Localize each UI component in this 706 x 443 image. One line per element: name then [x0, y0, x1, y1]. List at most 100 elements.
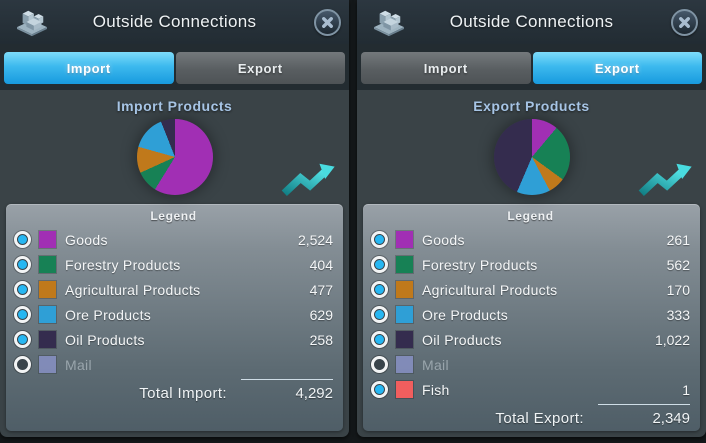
legend-panel: Legend Goods 261 Forestry Products 562 Agric…	[363, 204, 700, 431]
legend-color-swatch	[396, 331, 413, 348]
city-building-icon	[371, 7, 407, 37]
total-value: 2,349	[598, 404, 690, 427]
legend-toggle-radio[interactable]	[371, 231, 388, 248]
legend-row-label: Forestry Products	[422, 256, 538, 273]
legend-row-label: Agricultural Products	[65, 281, 201, 298]
legend-row-label: Oil Products	[422, 331, 502, 348]
titlebar[interactable]: Outside Connections	[357, 0, 706, 44]
legend-row-label: Oil Products	[65, 331, 145, 348]
legend-toggle-radio[interactable]	[371, 381, 388, 398]
total-row: Total Import: 4,292	[14, 379, 333, 402]
legend-row-label: Agricultural Products	[422, 281, 558, 298]
panel-content: Export Products Legend Goods 261 Forestry …	[357, 98, 706, 431]
legend-row-label: Mail	[65, 356, 92, 373]
tab-import[interactable]: Import	[361, 52, 531, 84]
tab-export[interactable]: Export	[532, 52, 702, 84]
legend-toggle-radio[interactable]	[14, 281, 31, 298]
legend-color-swatch	[396, 256, 413, 273]
legend-title: Legend	[507, 209, 554, 223]
legend-toggle-radio[interactable]	[371, 256, 388, 273]
legend-row: Forestry Products 404	[14, 252, 333, 277]
legend-toggle-radio[interactable]	[14, 356, 31, 373]
legend-row: Oil Products 258	[14, 327, 333, 352]
legend-row-value: 261	[666, 231, 690, 248]
legend-row-label: Ore Products	[422, 306, 509, 323]
legend-row: Ore Products 333	[371, 302, 690, 327]
panel-content: Import Products Legend Goods 2,524 Forestr…	[0, 98, 349, 431]
legend-row: Ore Products 629	[14, 302, 333, 327]
legend-row-label: Goods	[422, 231, 465, 248]
legend-row-value: 2,524	[297, 231, 333, 248]
legend-row: Mail	[371, 352, 690, 377]
legend-row: Agricultural Products 170	[371, 277, 690, 302]
total-label: Total Import:	[139, 385, 227, 402]
close-icon	[679, 16, 690, 28]
legend-row-value: 404	[309, 256, 333, 273]
tab-strip: Import Export	[0, 44, 349, 90]
legend-color-swatch	[39, 356, 56, 373]
legend-row-value: 258	[309, 331, 333, 348]
section-heading: Export Products	[473, 98, 590, 114]
legend-row-label: Fish	[422, 381, 450, 398]
legend-rows: Goods 261 Forestry Products 562 Agricultural…	[371, 227, 690, 402]
trend-arrow-icon	[638, 160, 694, 198]
legend-toggle-radio[interactable]	[14, 231, 31, 248]
legend-row-value: 629	[309, 306, 333, 323]
legend-title: Legend	[150, 209, 197, 223]
close-button[interactable]	[314, 8, 341, 36]
legend-color-swatch	[396, 231, 413, 248]
legend-toggle-radio[interactable]	[371, 281, 388, 298]
legend-toggle-radio[interactable]	[14, 331, 31, 348]
legend-row: Forestry Products 562	[371, 252, 690, 277]
close-button[interactable]	[671, 8, 698, 36]
legend-color-swatch	[396, 381, 413, 398]
total-value: 4,292	[241, 379, 333, 402]
legend-toggle-radio[interactable]	[371, 331, 388, 348]
legend-color-swatch	[39, 306, 56, 323]
legend-row-label: Mail	[422, 356, 449, 373]
legend-color-swatch	[39, 231, 56, 248]
legend-row-label: Ore Products	[65, 306, 152, 323]
pie-area	[357, 116, 706, 198]
legend-color-swatch	[39, 281, 56, 298]
legend-row: Goods 2,524	[14, 227, 333, 252]
legend-row: Oil Products 1,022	[371, 327, 690, 352]
legend-row: Fish 1	[371, 377, 690, 402]
outside-connections-window: Outside Connections Import Export Import…	[0, 0, 349, 437]
legend-color-swatch	[396, 281, 413, 298]
legend-row-value: 1,022	[654, 331, 690, 348]
legend-color-swatch	[39, 256, 56, 273]
city-building-icon	[14, 7, 50, 37]
legend-color-swatch	[396, 356, 413, 373]
tab-strip: Import Export	[357, 44, 706, 90]
legend-row-label: Forestry Products	[65, 256, 181, 273]
legend-toggle-radio[interactable]	[14, 306, 31, 323]
close-icon	[322, 16, 333, 28]
legend-toggle-radio[interactable]	[371, 306, 388, 323]
legend-row-value: 333	[666, 306, 690, 323]
legend-row-value: 170	[666, 281, 690, 298]
legend-color-swatch	[39, 331, 56, 348]
pie-area	[0, 116, 349, 198]
legend-toggle-radio[interactable]	[371, 356, 388, 373]
legend-row: Agricultural Products 477	[14, 277, 333, 302]
legend-row-value: 1	[682, 381, 690, 398]
tab-export[interactable]: Export	[175, 52, 345, 84]
legend-panel: Legend Goods 2,524 Forestry Products 404 Agr…	[6, 204, 343, 431]
window-title: Outside Connections	[449, 12, 614, 31]
legend-toggle-radio[interactable]	[14, 256, 31, 273]
trend-arrow-icon	[281, 160, 337, 198]
legend-row: Goods 261	[371, 227, 690, 252]
legend-row-value: 562	[666, 256, 690, 273]
legend-rows: Goods 2,524 Forestry Products 404 Agricultur…	[14, 227, 333, 377]
window-title: Outside Connections	[92, 12, 257, 31]
pie-chart	[136, 119, 213, 195]
pie-chart	[493, 119, 570, 195]
legend-color-swatch	[396, 306, 413, 323]
titlebar[interactable]: Outside Connections	[0, 0, 349, 44]
section-heading: Import Products	[116, 98, 233, 114]
outside-connections-window: Outside Connections Import Export Export…	[357, 0, 706, 437]
total-label: Total Export:	[495, 410, 584, 427]
legend-row: Mail	[14, 352, 333, 377]
tab-import[interactable]: Import	[4, 52, 174, 84]
